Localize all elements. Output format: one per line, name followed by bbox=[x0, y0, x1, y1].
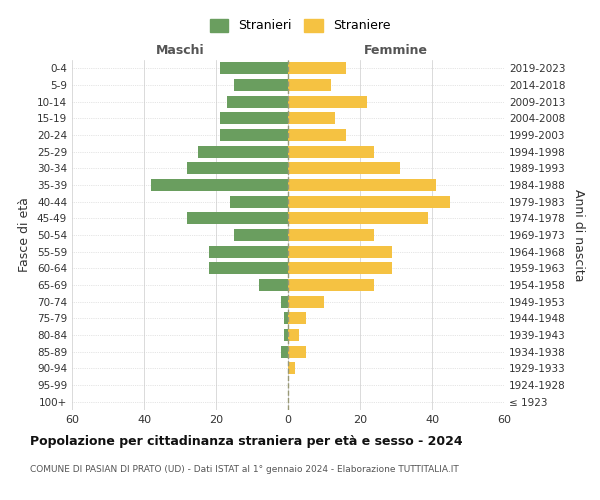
Text: Femmine: Femmine bbox=[364, 44, 428, 57]
Bar bbox=[288, 229, 374, 241]
Bar bbox=[234, 79, 288, 91]
Bar bbox=[288, 179, 436, 191]
Bar bbox=[288, 129, 346, 141]
Bar bbox=[288, 196, 450, 207]
Bar bbox=[151, 179, 288, 191]
Bar bbox=[209, 246, 288, 258]
Bar bbox=[288, 296, 324, 308]
Bar bbox=[288, 96, 367, 108]
Bar bbox=[187, 212, 288, 224]
Bar bbox=[288, 162, 400, 174]
Bar bbox=[230, 196, 288, 207]
Bar bbox=[234, 229, 288, 241]
Bar bbox=[288, 362, 295, 374]
Y-axis label: Fasce di età: Fasce di età bbox=[19, 198, 31, 272]
Bar bbox=[288, 329, 299, 341]
Bar bbox=[281, 346, 288, 358]
Bar bbox=[259, 279, 288, 291]
Text: Popolazione per cittadinanza straniera per età e sesso - 2024: Popolazione per cittadinanza straniera p… bbox=[30, 435, 463, 448]
Bar bbox=[288, 79, 331, 91]
Legend: Stranieri, Straniere: Stranieri, Straniere bbox=[207, 16, 393, 35]
Bar bbox=[288, 262, 392, 274]
Bar bbox=[288, 112, 335, 124]
Bar bbox=[284, 312, 288, 324]
Bar bbox=[227, 96, 288, 108]
Bar bbox=[209, 262, 288, 274]
Bar bbox=[220, 129, 288, 141]
Bar bbox=[187, 162, 288, 174]
Y-axis label: Anni di nascita: Anni di nascita bbox=[572, 188, 585, 281]
Bar bbox=[288, 279, 374, 291]
Bar bbox=[288, 312, 306, 324]
Bar bbox=[288, 346, 306, 358]
Bar bbox=[281, 296, 288, 308]
Bar bbox=[288, 212, 428, 224]
Bar bbox=[284, 329, 288, 341]
Bar bbox=[220, 112, 288, 124]
Text: Maschi: Maschi bbox=[155, 44, 205, 57]
Bar bbox=[288, 146, 374, 158]
Bar bbox=[288, 62, 346, 74]
Bar bbox=[198, 146, 288, 158]
Bar bbox=[220, 62, 288, 74]
Text: COMUNE DI PASIAN DI PRATO (UD) - Dati ISTAT al 1° gennaio 2024 - Elaborazione TU: COMUNE DI PASIAN DI PRATO (UD) - Dati IS… bbox=[30, 465, 459, 474]
Bar bbox=[288, 246, 392, 258]
